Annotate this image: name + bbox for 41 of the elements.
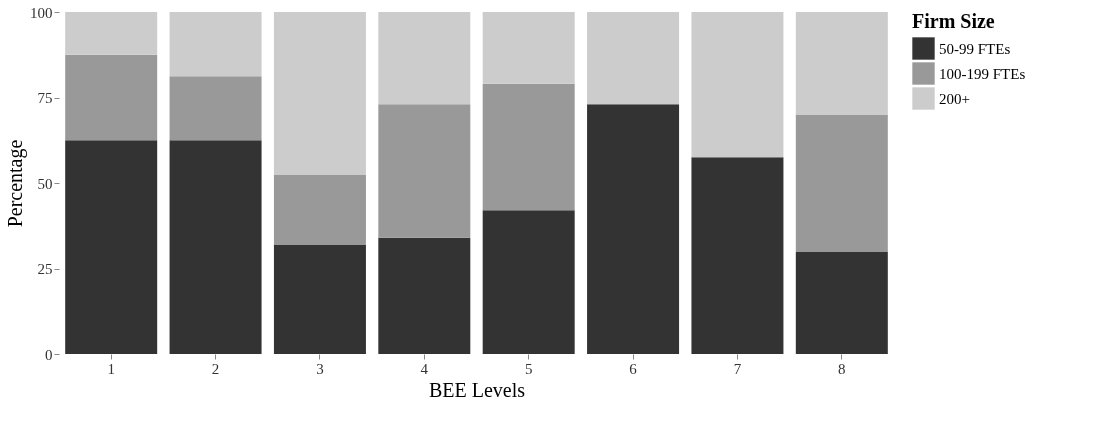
x-tick-label: 4	[420, 360, 429, 377]
x-tick-label: 1	[107, 360, 115, 377]
y-tick-label: 0	[45, 346, 53, 363]
bar	[795, 251, 888, 354]
x-tick-label: 2	[211, 360, 220, 377]
bar	[378, 237, 471, 354]
bar	[795, 12, 888, 115]
y-tick-label: 25	[37, 261, 53, 277]
bar	[795, 114, 888, 252]
bar	[378, 104, 471, 238]
bar	[691, 157, 784, 354]
x-axis-title: BEE Levels	[428, 378, 526, 401]
legend-label: 200+	[939, 90, 970, 107]
legend-label: 50-99 FTEs	[939, 40, 1011, 57]
bar	[273, 244, 366, 354]
bar	[273, 12, 366, 175]
bar	[65, 12, 158, 55]
y-axis-title: Percentage	[4, 139, 27, 228]
x-tick-label: 8	[838, 360, 846, 377]
x-tick-label: 6	[629, 360, 638, 377]
y-tick-label: 100	[30, 4, 53, 21]
x-tick-label: 5	[524, 360, 533, 377]
x-tick-label: 3	[316, 360, 324, 377]
bar	[482, 12, 575, 84]
x-tick-label: 7	[733, 360, 742, 377]
legend-title: Firm Size	[912, 10, 995, 32]
bar	[169, 76, 262, 141]
bar	[65, 140, 158, 354]
bar	[378, 12, 471, 105]
bar	[691, 12, 784, 158]
bar	[169, 140, 262, 354]
bar	[482, 210, 575, 354]
legend-label: 100-199 FTEs	[939, 65, 1026, 82]
bar	[587, 12, 680, 105]
y-tick-label: 50	[37, 175, 53, 192]
bar	[587, 104, 680, 354]
bar	[65, 54, 158, 141]
y-tick-label: 75	[37, 90, 53, 106]
bar	[169, 12, 262, 77]
bar	[273, 174, 366, 245]
bar	[482, 83, 575, 211]
